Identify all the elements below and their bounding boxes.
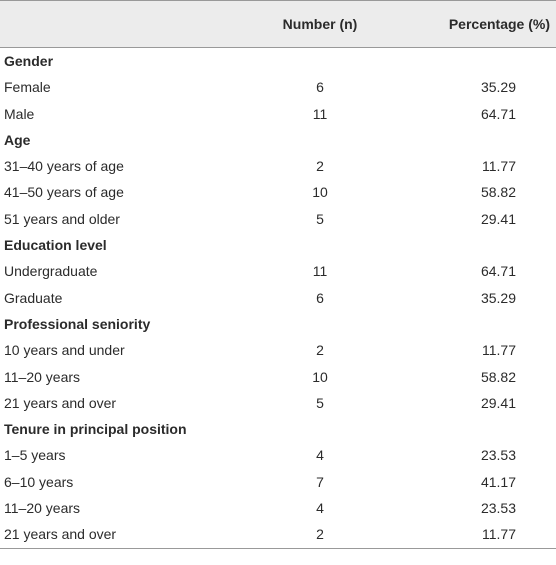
table-row: Female 6 35.29 bbox=[0, 74, 556, 100]
section-row: Professional seniority bbox=[0, 311, 556, 337]
row-label: 11–20 years bbox=[4, 368, 81, 385]
number-cell: 6 bbox=[316, 79, 324, 96]
section-row: Gender bbox=[0, 48, 556, 74]
number-cell: 4 bbox=[316, 447, 324, 464]
section-title: Tenure in principal position bbox=[4, 421, 187, 438]
row-label: 21 years and over bbox=[4, 394, 117, 411]
number-cell: 10 bbox=[312, 368, 328, 385]
number-cell: 10 bbox=[312, 184, 328, 201]
percentage-cell: 35.29 bbox=[480, 79, 516, 96]
number-cell: 2 bbox=[316, 342, 324, 359]
row-label: 21 years and over bbox=[4, 526, 117, 543]
section-row: Tenure in principal position bbox=[0, 416, 556, 442]
percentage-cell: 11.77 bbox=[482, 158, 516, 175]
row-label: 11–20 years bbox=[4, 500, 81, 517]
percentage-cell: 41.17 bbox=[480, 473, 516, 490]
section-title: Age bbox=[4, 131, 31, 148]
percentage-cell: 58.82 bbox=[480, 184, 516, 201]
number-cell: 5 bbox=[316, 394, 324, 411]
percentage-cell: 29.41 bbox=[480, 210, 516, 227]
table: Number (n) Percentage (%) Gender Female 6 3… bbox=[0, 0, 556, 549]
section-title: Education level bbox=[4, 237, 107, 254]
percentage-cell: 11.77 bbox=[482, 526, 516, 543]
row-label: 10 years and under bbox=[4, 342, 125, 359]
row-label: Undergraduate bbox=[4, 263, 98, 280]
header-cell: Percentage (%) bbox=[448, 16, 550, 32]
number-cell: 11 bbox=[312, 105, 328, 122]
number-cell: 6 bbox=[316, 289, 324, 306]
section-row: Age bbox=[0, 127, 556, 153]
table-header: Number (n) Percentage (%) bbox=[0, 0, 556, 48]
percentage-cell: 64.71 bbox=[480, 263, 516, 280]
section-title: Gender bbox=[4, 53, 54, 69]
table-row: Male 11 64.71 bbox=[0, 101, 556, 127]
section-title: Professional seniority bbox=[4, 315, 151, 332]
percentage-cell: 29.41 bbox=[480, 394, 516, 411]
table-row: 1–5 years 4 23.53 bbox=[0, 442, 556, 468]
section-row: Education level bbox=[0, 232, 556, 258]
row-label: 1–5 years bbox=[4, 447, 66, 464]
table-row: 41–50 years of age 10 58.82 bbox=[0, 179, 556, 205]
table-row: 11–20 years 4 23.53 bbox=[0, 495, 556, 521]
row-label: 6–10 years bbox=[4, 473, 74, 490]
table-row: 10 years and under 2 11.77 bbox=[0, 337, 556, 363]
number-cell: 7 bbox=[316, 473, 324, 490]
table-row: 31–40 years of age 2 11.77 bbox=[0, 153, 556, 179]
number-cell: 2 bbox=[316, 526, 324, 543]
row-label: Female bbox=[4, 79, 51, 96]
number-cell: 4 bbox=[316, 500, 324, 517]
percentage-cell: 23.53 bbox=[480, 447, 516, 464]
number-cell: 2 bbox=[316, 158, 324, 175]
number-cell: 11 bbox=[312, 263, 328, 280]
header-cell: Number (n) bbox=[282, 16, 358, 32]
percentage-cell: 58.82 bbox=[480, 368, 516, 385]
table-row: Undergraduate 11 64.71 bbox=[0, 258, 556, 284]
table-row: 6–10 years 7 41.17 bbox=[0, 469, 556, 495]
row-label: 51 years and older bbox=[4, 210, 120, 227]
row-label: Graduate bbox=[4, 289, 63, 306]
table-row: 21 years and over 5 29.41 bbox=[0, 390, 556, 416]
percentage-cell: 11.77 bbox=[482, 342, 516, 359]
percentage-cell: 23.53 bbox=[480, 500, 516, 517]
table-row: 21 years and over 2 11.77 bbox=[0, 521, 556, 547]
number-cell: 5 bbox=[316, 210, 324, 227]
table-row: 11–20 years 10 58.82 bbox=[0, 364, 556, 390]
percentage-cell: 64.71 bbox=[480, 105, 516, 122]
row-label: 41–50 years of age bbox=[4, 184, 124, 201]
table-row: 51 years and older 5 29.41 bbox=[0, 206, 556, 232]
table-row: Graduate 6 35.29 bbox=[0, 285, 556, 311]
bottom-rule bbox=[0, 547, 556, 549]
row-label: 31–40 years of age bbox=[4, 158, 124, 175]
percentage-cell: 35.29 bbox=[480, 289, 516, 306]
row-label: Male bbox=[4, 105, 35, 122]
